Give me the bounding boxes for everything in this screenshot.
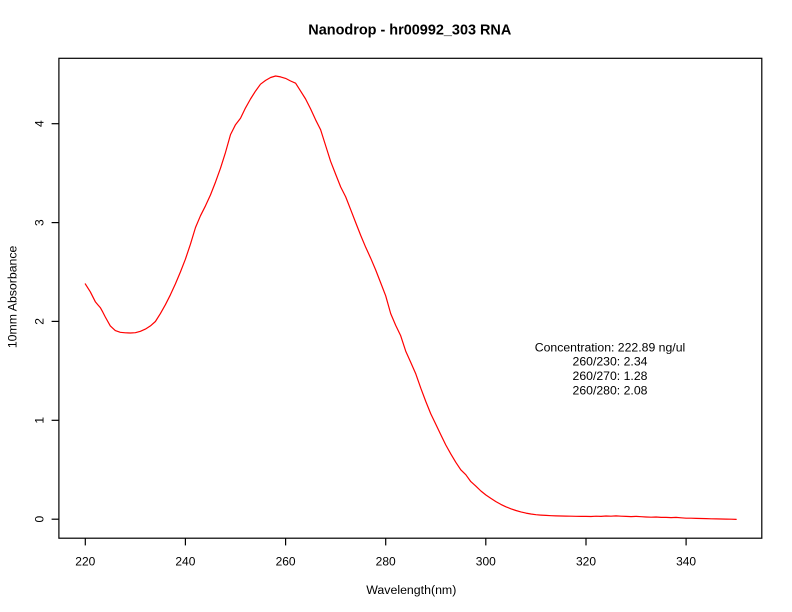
svg-text:260/270: 1.28: 260/270: 1.28 bbox=[573, 369, 648, 383]
svg-text:Nanodrop - hr00992_303 RNA: Nanodrop - hr00992_303 RNA bbox=[308, 23, 512, 39]
svg-text:3: 3 bbox=[32, 219, 46, 226]
svg-text:320: 320 bbox=[576, 555, 596, 569]
svg-text:240: 240 bbox=[175, 555, 195, 569]
svg-text:10mm Absorbance: 10mm Absorbance bbox=[6, 245, 20, 348]
svg-text:280: 280 bbox=[376, 555, 396, 569]
svg-text:2: 2 bbox=[32, 318, 46, 325]
svg-text:220: 220 bbox=[75, 555, 95, 569]
svg-text:4: 4 bbox=[32, 120, 46, 127]
svg-text:Wavelength(nm): Wavelength(nm) bbox=[366, 583, 456, 597]
svg-text:260: 260 bbox=[276, 555, 296, 569]
svg-text:Concentration: 222.89 ng/ul: Concentration: 222.89 ng/ul bbox=[535, 340, 686, 354]
svg-text:0: 0 bbox=[32, 516, 46, 523]
svg-text:260/280: 2.08: 260/280: 2.08 bbox=[573, 384, 648, 398]
svg-text:300: 300 bbox=[476, 555, 496, 569]
svg-text:260/230: 2.34: 260/230: 2.34 bbox=[573, 355, 648, 369]
svg-text:340: 340 bbox=[676, 555, 696, 569]
svg-text:1: 1 bbox=[32, 417, 46, 424]
